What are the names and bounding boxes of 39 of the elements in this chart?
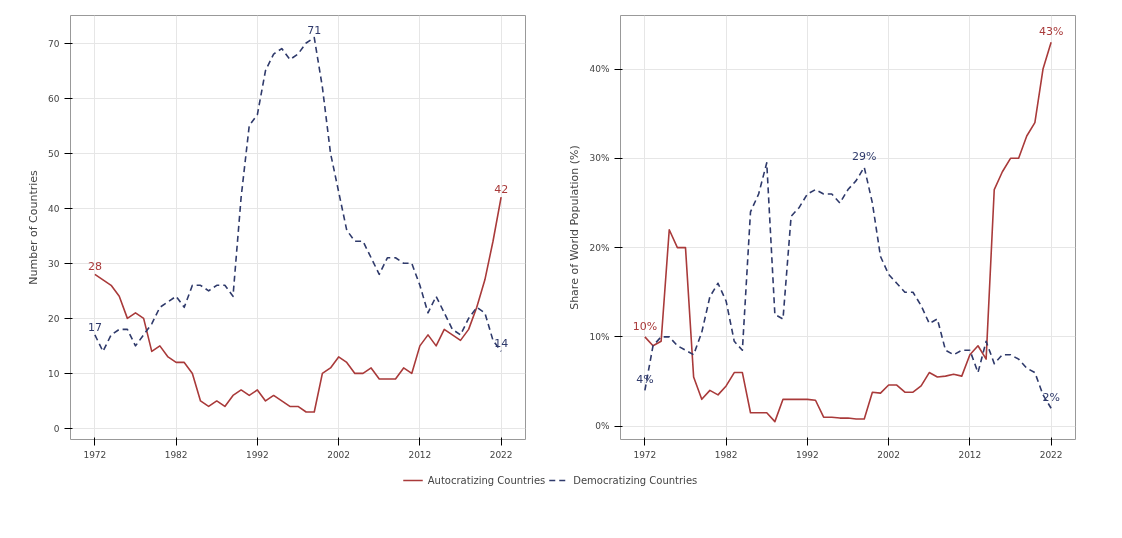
y-tick-label: 0% <box>595 421 610 432</box>
annotation: 14 <box>494 337 509 351</box>
annotation: 43% <box>1038 25 1064 39</box>
x-tick-label: 1972 <box>83 449 107 460</box>
annotation: 29% <box>852 150 877 164</box>
legend-label: Democratizing Countries <box>573 474 698 486</box>
y-tick-label: 30 <box>48 258 60 269</box>
annotation: 17 <box>87 320 102 334</box>
y-tick-label: 20 <box>48 313 60 324</box>
y-axis-title: Share of World Population (%) <box>568 145 582 310</box>
y-tick-label: 0 <box>53 423 60 434</box>
y-tick-label: 30% <box>589 153 610 164</box>
y-tick-label: 70 <box>48 38 60 49</box>
x-tick-label: 1992 <box>795 449 819 460</box>
annotation: 71 <box>307 23 322 37</box>
x-tick-label: 2022 <box>489 449 513 460</box>
y-tick-label: 40 <box>48 203 60 214</box>
x-tick-label: 2022 <box>1039 449 1063 460</box>
y-tick-label: 10 <box>48 368 60 379</box>
annotation: 10% <box>632 319 658 333</box>
y-tick-label: 20% <box>589 242 610 253</box>
x-tick-label: 2002 <box>327 449 351 460</box>
x-tick-label: 1972 <box>633 449 657 460</box>
annotation: 4% <box>636 373 654 387</box>
annotation: 42 <box>494 183 509 197</box>
x-tick-label: 1992 <box>245 449 269 460</box>
x-tick-label: 2012 <box>958 449 982 460</box>
y-axis-title: Number of Countries <box>27 169 41 285</box>
annotation: 28 <box>87 260 102 274</box>
y-tick-label: 60 <box>48 93 60 104</box>
x-tick-label: 1982 <box>714 449 738 460</box>
y-tick-label: 10% <box>589 331 610 342</box>
annotation: 2% <box>1042 391 1060 405</box>
legend-label: Autocratizing Countries <box>427 474 546 486</box>
x-tick-label: 2002 <box>877 449 901 460</box>
y-tick-label: 50 <box>48 148 60 159</box>
x-tick-label: 1982 <box>164 449 188 460</box>
x-tick-label: 2012 <box>408 449 432 460</box>
y-tick-label: 40% <box>589 64 610 75</box>
